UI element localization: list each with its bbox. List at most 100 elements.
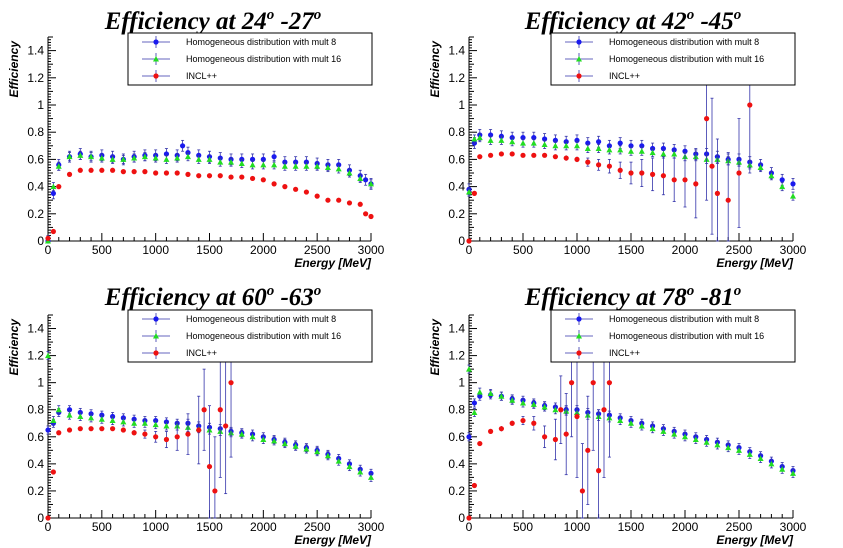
x-tick-label: 2500 [726, 243, 753, 257]
data-point [596, 139, 602, 145]
data-point [184, 153, 191, 160]
y-tick-label: 0.2 [27, 484, 44, 498]
x-tick-label: 2000 [250, 520, 277, 534]
data-point [45, 427, 51, 433]
x-tick-label: 2000 [250, 243, 277, 257]
chart-title: Efficiency at 60o -63o [104, 283, 322, 311]
y-axis-label: Efficiency [7, 40, 21, 98]
data-point [649, 149, 656, 156]
data-point [50, 417, 57, 424]
y-tick-label: 1 [458, 98, 465, 112]
y-tick-label: 1 [37, 376, 44, 390]
x-tick-label: 1000 [142, 520, 169, 534]
y-tick-label: 0.8 [27, 403, 44, 417]
data-point [520, 399, 526, 406]
data-point [174, 170, 180, 176]
y-tick-label: 0 [458, 234, 465, 248]
x-tick-label: 3000 [358, 243, 385, 257]
y-tick-label: 1.2 [448, 349, 465, 363]
data-point [99, 426, 105, 432]
data-point [552, 154, 559, 160]
data-point [639, 170, 645, 176]
data-point [77, 426, 83, 432]
data-point [725, 197, 731, 203]
data-point [682, 177, 688, 183]
y-tick-label: 0.4 [448, 180, 465, 194]
series-2 [45, 150, 374, 244]
data-point [628, 148, 634, 154]
data-point [563, 431, 569, 437]
data-point [142, 431, 148, 437]
data-point [324, 452, 331, 459]
data-point [617, 146, 624, 153]
data-point [542, 152, 548, 158]
data-point [628, 420, 634, 426]
data-point [66, 171, 73, 177]
x-tick-label: 3000 [780, 243, 807, 257]
legend-label: INCL++ [186, 71, 217, 81]
chart-panel-4: Efficiency at 78o -81o 0 500 1000 1500 2000 25… [428, 283, 807, 547]
data-point [363, 211, 369, 217]
data-point [335, 165, 342, 172]
data-point [736, 447, 742, 453]
data-point [271, 154, 277, 160]
data-point [660, 150, 667, 157]
y-tick-label: 1.4 [448, 44, 465, 58]
legend-label: Homogeneous distribution with mult 8 [186, 314, 336, 324]
data-point [471, 482, 477, 489]
legend-label: Homogeneous distribution with mult 16 [186, 54, 341, 64]
data-point [703, 439, 710, 445]
data-point [56, 430, 62, 436]
data-point [520, 152, 526, 158]
data-point [671, 177, 677, 183]
data-point [249, 161, 256, 168]
data-point [757, 164, 764, 171]
y-tick-label: 1.4 [448, 322, 465, 336]
data-point [56, 184, 62, 190]
data-point [212, 488, 218, 494]
data-point [131, 420, 138, 426]
data-point [110, 426, 116, 432]
data-point [314, 193, 320, 199]
data-point [152, 155, 159, 161]
data-point [757, 455, 764, 461]
data-point [196, 427, 202, 433]
data-point [50, 228, 56, 235]
legend-marker [153, 316, 159, 322]
series-1 [466, 390, 796, 476]
y-tick-label: 1.2 [27, 349, 44, 363]
data-point [606, 380, 613, 386]
data-point [531, 152, 537, 158]
data-point [704, 116, 710, 122]
x-tick-label: 2000 [672, 520, 699, 534]
data-point [471, 190, 477, 196]
data-point [498, 393, 505, 399]
data-point [574, 142, 580, 149]
data-point [174, 155, 181, 161]
legend-label: INCL++ [186, 348, 217, 358]
data-point [206, 156, 213, 162]
series-2 [466, 364, 796, 478]
data-point [487, 137, 494, 143]
data-point [45, 352, 51, 359]
y-tick-label: 0.8 [27, 125, 44, 139]
data-point [314, 163, 321, 169]
y-tick-label: 0.6 [448, 430, 465, 444]
data-point [498, 137, 505, 143]
x-tick-label: 1000 [564, 520, 591, 534]
legend-marker [153, 350, 159, 356]
data-point [649, 425, 656, 432]
data-point [585, 159, 591, 165]
chart-panel-2: Efficiency at 42o -45o 0 500 1000 1500 2000 25… [428, 7, 807, 270]
x-tick-label: 2000 [672, 243, 699, 257]
data-point [363, 177, 369, 183]
y-tick-label: 1.4 [27, 44, 44, 58]
y-tick-label: 0.8 [448, 403, 465, 417]
data-point [590, 380, 596, 386]
data-point [163, 170, 170, 176]
data-point [303, 445, 310, 452]
data-point [238, 431, 245, 437]
data-point [606, 146, 613, 153]
x-tick-label: 1500 [618, 243, 645, 257]
legend: Homogeneous distribution with mult 8 Homo… [550, 32, 796, 86]
